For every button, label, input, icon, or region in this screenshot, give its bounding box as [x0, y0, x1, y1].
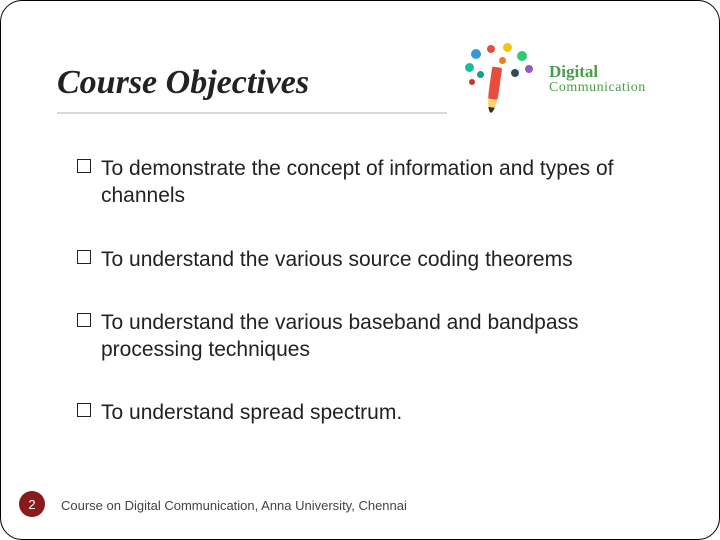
pencil-icon: [486, 67, 502, 114]
objective-text: To understand spread spectrum.: [101, 401, 402, 424]
checkbox-icon: [77, 403, 91, 417]
slide: Course Objectives Digital Communication …: [0, 0, 720, 540]
objective-text: To demonstrate the concept of informatio…: [101, 157, 613, 207]
checkbox-icon: [77, 313, 91, 327]
objectives-list: To demonstrate the concept of informatio…: [57, 155, 663, 427]
objective-item: To demonstrate the concept of informatio…: [77, 155, 663, 210]
page-number-badge: 2: [19, 491, 45, 517]
slide-header: Course Objectives Digital Communication: [57, 49, 663, 129]
logo-line1: Digital: [549, 63, 646, 81]
objective-text: To understand the various source coding …: [101, 248, 573, 271]
page-number: 2: [28, 497, 35, 512]
objective-item: To understand the various source coding …: [77, 246, 663, 273]
slide-title: Course Objectives: [57, 64, 447, 114]
footer-text: Course on Digital Communication, Anna Un…: [61, 498, 407, 513]
logo-line2: Communication: [549, 81, 646, 96]
objective-item: To understand the various baseband and b…: [77, 309, 663, 364]
checkbox-icon: [77, 159, 91, 173]
digital-communication-logo: Digital Communication: [463, 39, 663, 119]
checkbox-icon: [77, 250, 91, 264]
objective-text: To understand the various baseband and b…: [101, 311, 579, 361]
objective-item: To understand spread spectrum.: [77, 399, 663, 426]
logo-text: Digital Communication: [549, 63, 646, 96]
logo-graphic-icon: [463, 43, 541, 115]
